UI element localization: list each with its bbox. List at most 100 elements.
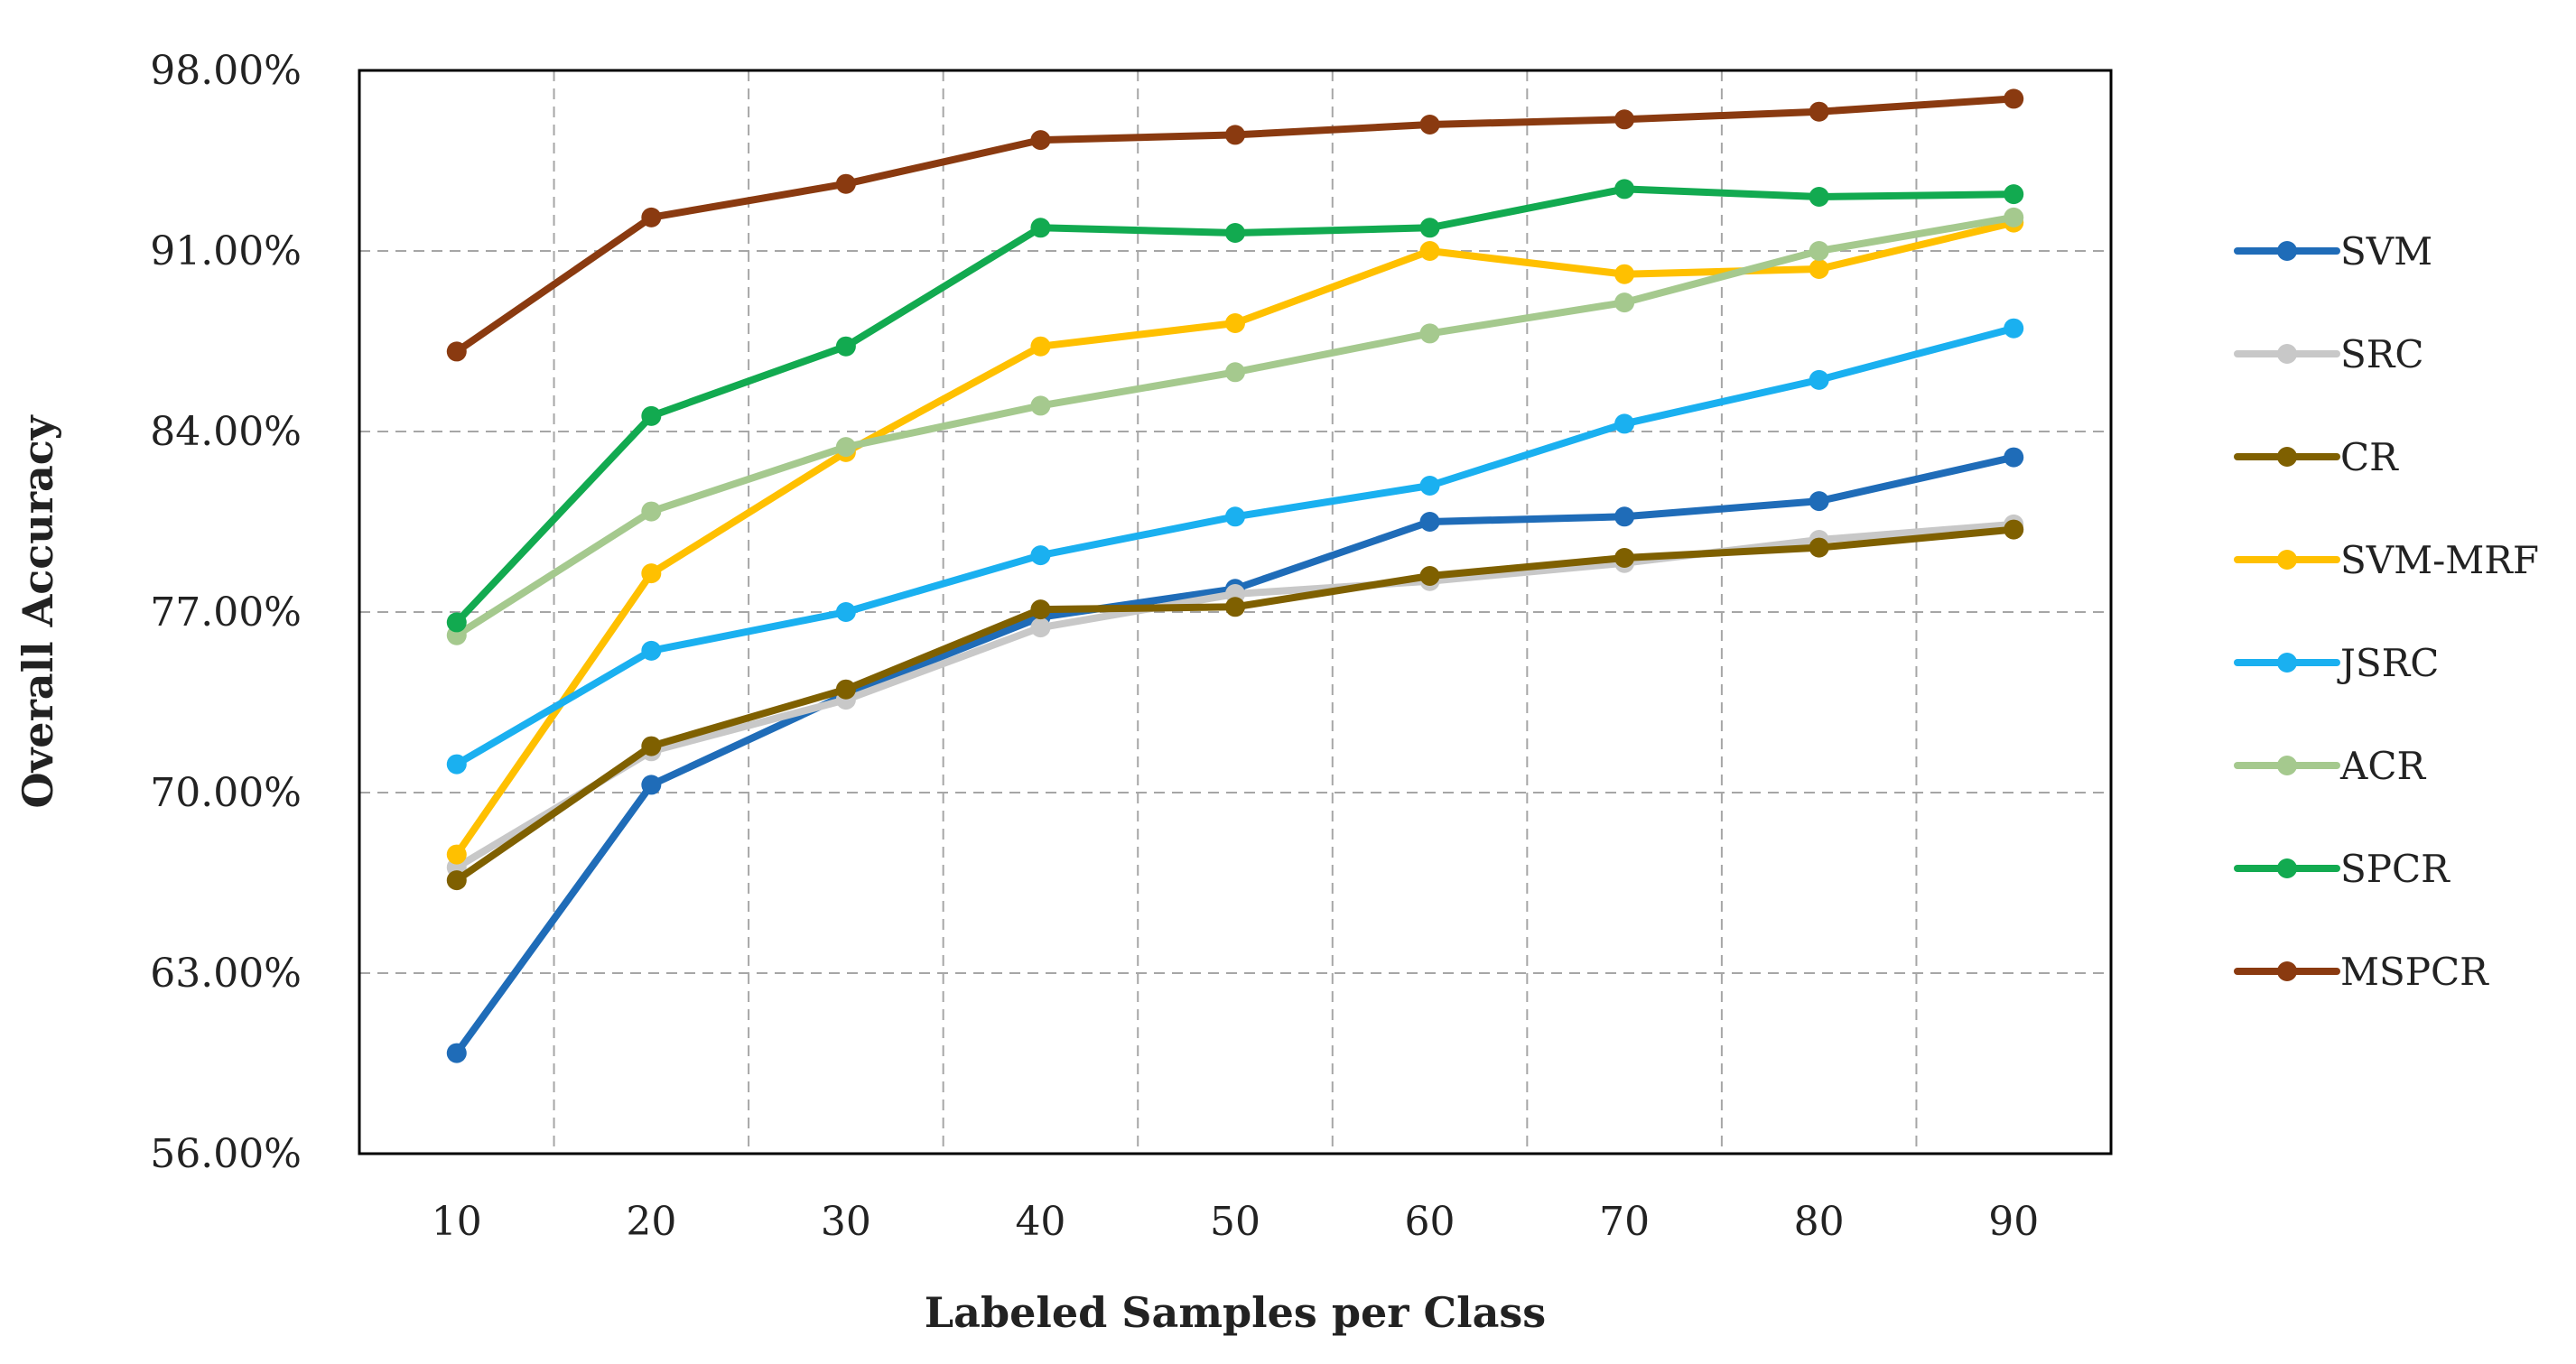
data-point-jsrc — [1419, 476, 1440, 496]
y-tick-label: 77.00% — [150, 589, 302, 636]
legend-item-svm: SVM — [2234, 229, 2432, 274]
data-point-spcr — [1614, 179, 1635, 199]
legend-label: SVM — [2340, 229, 2432, 274]
data-point-acr — [1614, 292, 1635, 313]
legend-item-svm-mrf: SVM-MRF — [2234, 538, 2539, 582]
data-point-acr — [1809, 241, 1829, 261]
legend-swatch-marker — [2277, 756, 2297, 775]
data-point-jsrc — [1030, 545, 1051, 566]
x-tick-label: 30 — [821, 1199, 871, 1245]
data-point-cr — [641, 736, 662, 756]
legend-swatch-marker — [2277, 961, 2297, 981]
data-point-svm — [446, 1043, 467, 1063]
data-point-svm-mrf — [1225, 313, 1245, 333]
y-tick-label: 98.00% — [150, 48, 302, 94]
x-tick-label: 70 — [1599, 1199, 1650, 1245]
data-point-spcr — [1225, 223, 1245, 243]
series-spcr — [446, 179, 2024, 633]
data-point-mspcr — [1614, 109, 1635, 130]
legend-item-src: SRC — [2234, 332, 2424, 376]
data-point-mspcr — [1419, 115, 1440, 135]
legend-swatch-marker — [2277, 550, 2297, 570]
legend-item-mspcr: MSPCR — [2234, 950, 2489, 994]
data-point-cr — [1614, 548, 1635, 568]
data-point-jsrc — [1225, 506, 1245, 527]
x-tick-label: 10 — [432, 1199, 482, 1245]
data-point-mspcr — [446, 341, 467, 362]
data-point-spcr — [446, 612, 467, 633]
data-point-cr — [446, 870, 467, 891]
y-tick-label: 84.00% — [150, 409, 302, 455]
x-tick-label: 20 — [626, 1199, 676, 1245]
series-layer — [446, 88, 2024, 1063]
y-axis-title: Overall Accuracy — [14, 414, 62, 808]
data-point-cr — [2004, 519, 2024, 540]
legend-item-cr: CR — [2234, 435, 2399, 479]
data-point-spcr — [641, 405, 662, 426]
data-point-cr — [835, 679, 856, 700]
legend-label: SRC — [2340, 332, 2424, 376]
tick-labels: 56.00% 63.00% 70.00% 77.00% 84.00% 91.00% 98.0… — [150, 48, 2039, 1245]
legend-label: CR — [2340, 435, 2399, 479]
grid — [359, 70, 2111, 1154]
data-point-jsrc — [1809, 369, 1829, 390]
data-point-cr — [1225, 597, 1245, 617]
y-tick-label: 91.00% — [150, 228, 302, 274]
data-point-mspcr — [1030, 130, 1051, 151]
data-point-src — [1030, 617, 1051, 638]
legend-label: MSPCR — [2340, 950, 2489, 994]
x-tick-label: 50 — [1210, 1199, 1260, 1245]
data-point-spcr — [1419, 218, 1440, 238]
legend-swatch-marker — [2277, 653, 2297, 673]
x-tick-label: 80 — [1794, 1199, 1845, 1245]
series-jsrc — [446, 318, 2024, 775]
legend-item-spcr: SPCR — [2234, 847, 2450, 891]
data-point-svm-mrf — [1419, 241, 1440, 261]
data-point-cr — [1030, 599, 1051, 620]
data-point-svm-mrf — [446, 844, 467, 865]
data-point-svm-mrf — [641, 563, 662, 584]
data-point-svm — [1809, 491, 1829, 512]
data-point-acr — [835, 437, 856, 458]
data-point-jsrc — [2004, 318, 2024, 339]
data-point-svm — [641, 775, 662, 795]
y-tick-label: 63.00% — [150, 951, 302, 997]
data-point-svm — [1614, 506, 1635, 527]
legend-label: SVM-MRF — [2340, 538, 2539, 582]
data-point-cr — [1809, 537, 1829, 558]
data-point-mspcr — [1225, 125, 1245, 145]
data-point-spcr — [2004, 184, 2024, 205]
data-point-jsrc — [835, 602, 856, 622]
data-point-svm — [1419, 512, 1440, 532]
legend-swatch-marker — [2277, 447, 2297, 467]
data-point-mspcr — [2004, 88, 2024, 109]
data-point-acr — [1030, 395, 1051, 416]
legend-label: ACR — [2339, 744, 2426, 788]
data-point-acr — [641, 501, 662, 522]
data-point-spcr — [835, 336, 856, 357]
series-acr — [446, 207, 2024, 645]
legend-swatch-marker — [2277, 344, 2297, 364]
data-point-jsrc — [641, 640, 662, 661]
y-tick-label: 56.00% — [150, 1131, 302, 1177]
legend-swatch-marker — [2277, 858, 2297, 878]
data-point-spcr — [1030, 218, 1051, 238]
data-point-mspcr — [1809, 101, 1829, 122]
legend: SVM SRC CR SVM-MRF JSRC ACR SPCR MSPCR — [2234, 229, 2539, 994]
series-mspcr — [446, 88, 2024, 362]
x-axis-title: Labeled Samples per Class — [925, 1288, 1546, 1337]
legend-item-acr: ACR — [2234, 744, 2426, 788]
data-point-acr — [2004, 207, 2024, 227]
data-point-cr — [1419, 566, 1440, 586]
y-tick-label: 70.00% — [150, 770, 302, 816]
legend-swatch-marker — [2277, 241, 2297, 261]
data-point-svm — [2004, 447, 2024, 468]
data-point-spcr — [1809, 187, 1829, 207]
legend-label: JSRC — [2337, 641, 2439, 685]
legend-label: SPCR — [2340, 847, 2450, 891]
data-point-acr — [1419, 323, 1440, 344]
data-point-mspcr — [835, 173, 856, 194]
series-cr — [446, 519, 2024, 891]
